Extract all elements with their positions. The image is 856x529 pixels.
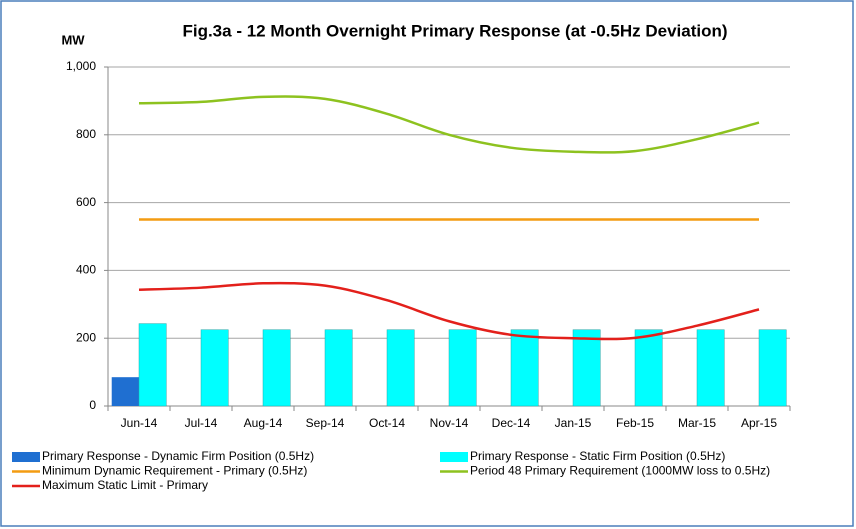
legend-label: Minimum Dynamic Requirement - Primary (0… bbox=[42, 464, 307, 478]
legend-label: Maximum Static Limit - Primary bbox=[42, 478, 208, 492]
bar bbox=[572, 329, 601, 407]
bar bbox=[758, 329, 787, 407]
bar bbox=[448, 329, 477, 407]
legend-swatch bbox=[440, 452, 468, 462]
x-tick-label: Oct-14 bbox=[369, 416, 405, 430]
legend-label: Primary Response - Dynamic Firm Position… bbox=[42, 449, 314, 463]
x-tick-label: Nov-14 bbox=[430, 416, 469, 430]
x-tick-label: Feb-15 bbox=[616, 416, 654, 430]
bar bbox=[111, 377, 139, 406]
y-tick-label: 200 bbox=[76, 330, 96, 344]
y-tick-label: 400 bbox=[76, 263, 96, 277]
y-tick-label: 800 bbox=[76, 127, 96, 141]
legend-swatch bbox=[12, 452, 40, 462]
bar bbox=[386, 329, 415, 407]
bar bbox=[510, 329, 539, 407]
legend-label: Primary Response - Static Firm Position … bbox=[470, 449, 725, 463]
x-tick-label: Mar-15 bbox=[678, 416, 716, 430]
line bbox=[138, 95, 760, 154]
bar bbox=[696, 329, 725, 407]
x-tick-label: Jan-15 bbox=[555, 416, 592, 430]
bar bbox=[324, 329, 353, 407]
x-tick-label: Apr-15 bbox=[741, 416, 777, 430]
y-tick-label: 1,000 bbox=[66, 59, 96, 73]
bar bbox=[634, 329, 663, 407]
line bbox=[138, 281, 760, 341]
bar bbox=[138, 323, 167, 407]
bar bbox=[262, 329, 291, 407]
y-tick-label: 600 bbox=[76, 195, 96, 209]
legend-label: Period 48 Primary Requirement (1000MW lo… bbox=[470, 464, 770, 478]
x-tick-label: Aug-14 bbox=[244, 416, 283, 430]
x-tick-label: Jul-14 bbox=[185, 416, 218, 430]
x-tick-label: Jun-14 bbox=[121, 416, 158, 430]
y-axis-label: MW bbox=[61, 32, 85, 47]
bar bbox=[200, 329, 229, 407]
chart-title: Fig.3a - 12 Month Overnight Primary Resp… bbox=[182, 21, 727, 40]
x-tick-label: Dec-14 bbox=[492, 416, 531, 430]
y-tick-label: 0 bbox=[89, 398, 96, 412]
x-tick-label: Sep-14 bbox=[306, 416, 345, 430]
